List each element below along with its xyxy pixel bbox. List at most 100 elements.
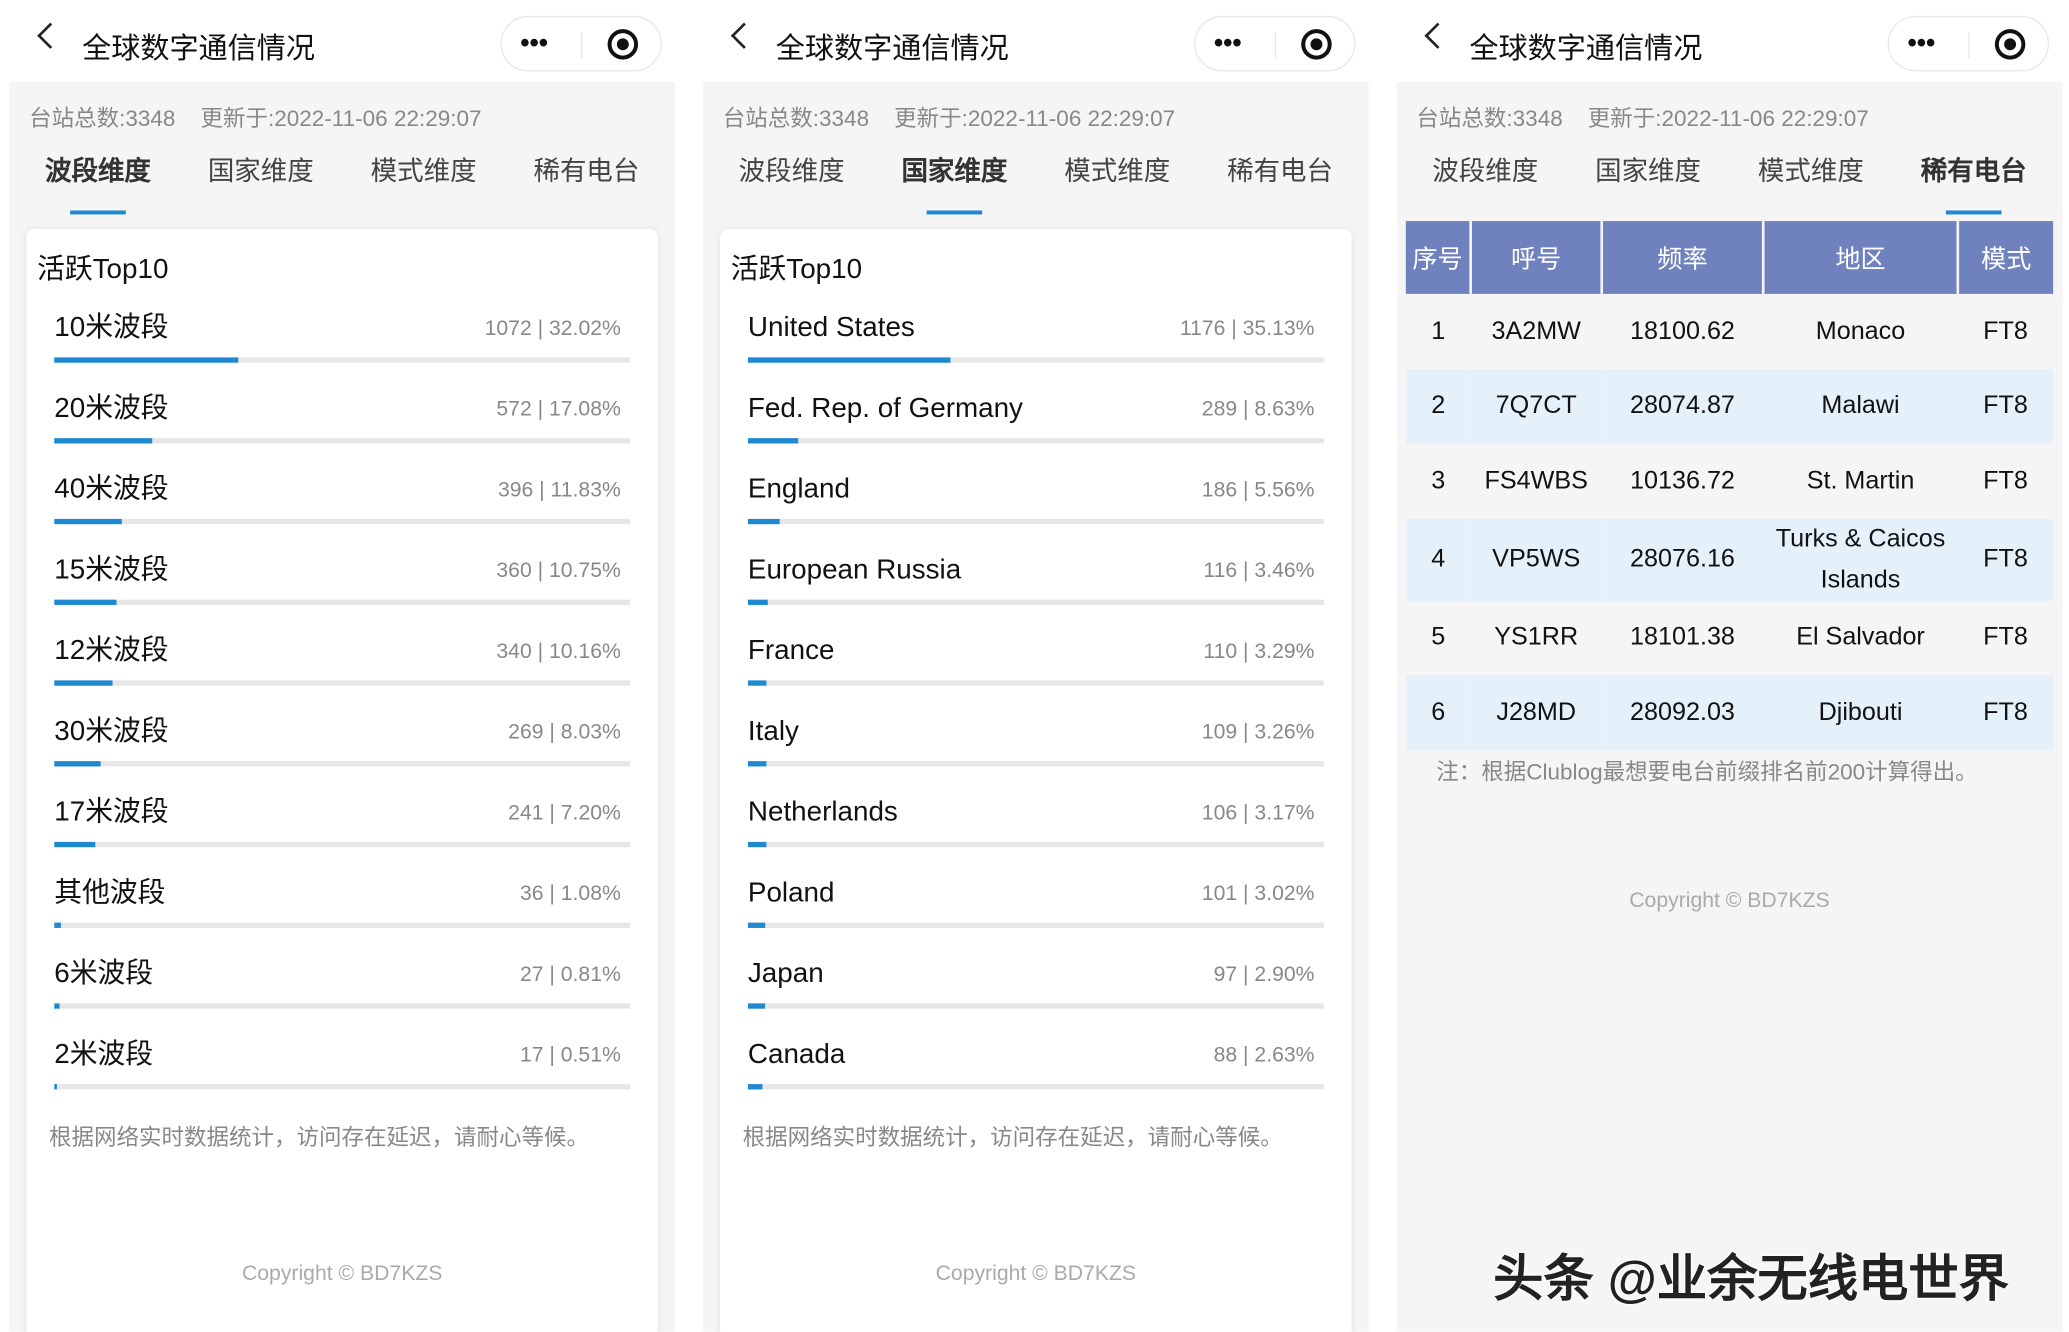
item-value: 27 | 0.81% — [519, 963, 621, 987]
tab-1[interactable]: 国家维度 — [207, 157, 314, 187]
progress-fill — [54, 1084, 58, 1090]
table-row[interactable]: 3 FS4WBS 10136.72 St. Martin FT8 — [1406, 443, 2053, 518]
more-dots-icon[interactable]: ••• — [520, 29, 549, 59]
tab-3[interactable]: 稀有电台 — [533, 157, 640, 187]
page-title: 全球数字通信情况 — [82, 31, 316, 65]
table-row[interactable]: 1 3A2MW 18100.62 Monaco FT8 — [1406, 294, 2053, 369]
table-row[interactable]: 6 J28MD 28092.03 Djibouti FT8 — [1405, 675, 2054, 750]
tab-2[interactable]: 模式维度 — [1064, 157, 1171, 187]
item-label: Fed. Rep. of Germany — [747, 393, 1023, 424]
tab-0[interactable]: 波段维度 — [1432, 157, 1539, 187]
progress-bar — [54, 841, 631, 848]
tab-1[interactable]: 国家维度 — [1595, 157, 1702, 187]
table-cell: St. Martin — [1806, 466, 1915, 495]
tab-2[interactable]: 模式维度 — [370, 157, 477, 187]
list-item[interactable]: France 110 | 3.29% — [747, 634, 1324, 700]
tab-3[interactable]: 稀有电台 — [1901, 155, 2047, 215]
list-item[interactable]: Fed. Rep. of Germany 289 | 8.63% — [747, 392, 1324, 458]
tab-0[interactable]: 波段维度 — [738, 157, 845, 187]
copyright: Copyright © BD7KZS — [241, 1262, 443, 1286]
list-item[interactable]: 10米波段 1072 | 32.02% — [54, 311, 631, 377]
table-cell: 18100.62 — [1630, 317, 1735, 346]
item-label: 10米波段 — [54, 312, 169, 343]
progress-bar — [747, 841, 1324, 848]
table-cell: 28092.03 — [1601, 675, 1764, 750]
progress-fill — [54, 680, 113, 686]
card-title: 活跃Top10 — [37, 254, 169, 285]
progress-fill — [747, 841, 767, 848]
item-value: 116 | 3.46% — [1203, 559, 1315, 583]
back-chevron-icon[interactable] — [1424, 22, 1451, 49]
target-icon[interactable] — [1994, 29, 2026, 60]
list-item[interactable]: United States 1176 | 35.13% — [747, 311, 1324, 377]
table-cell: 7Q7CT — [1470, 368, 1602, 444]
table-cell: 6 — [1405, 675, 1471, 750]
list-item[interactable]: European Russia 116 | 3.46% — [747, 553, 1324, 619]
tab-bar: 波段维度 国家维度 模式维度 稀有电台 — [1397, 155, 2063, 219]
table-cell: FT8 — [1957, 368, 2054, 444]
progress-fill — [747, 1003, 765, 1009]
more-dots-icon[interactable]: ••• — [1213, 29, 1242, 59]
content-area: 台站总数:3348 更新于:2022-11-06 22:29:07 波段维度 国家… — [9, 82, 676, 1332]
list-item[interactable]: 15米波段 360 | 10.75% — [54, 553, 631, 619]
item-value: 106 | 3.17% — [1201, 802, 1315, 825]
item-label: 其他波段 — [54, 877, 166, 909]
list-item[interactable]: 40米波段 396 | 11.83% — [54, 473, 631, 539]
list-item[interactable]: Poland 101 | 3.02% — [747, 876, 1324, 942]
list-item[interactable]: 其他波段 36 | 1.08% — [54, 876, 631, 942]
item-value: 241 | 7.20% — [508, 802, 621, 825]
tab-0[interactable]: 波段维度 — [25, 155, 171, 215]
progress-fill — [54, 761, 101, 767]
list-item[interactable]: 20米波段 572 | 17.08% — [54, 392, 631, 458]
tab-3[interactable]: 稀有电台 — [1227, 157, 1334, 187]
list-item[interactable]: Netherlands 106 | 3.17% — [747, 796, 1324, 862]
card-title: 活跃Top10 — [730, 254, 863, 285]
list-item[interactable]: Canada 88 | 2.63% — [747, 1038, 1324, 1104]
tab-2[interactable]: 模式维度 — [1757, 157, 1864, 187]
table-cell: El Salvador — [1796, 623, 1925, 652]
info-line: 台站总数:3348 更新于:2022-11-06 22:29:07 — [723, 106, 1175, 132]
list-item[interactable]: 17米波段 241 | 7.20% — [54, 796, 631, 862]
list-item[interactable]: England 186 | 5.56% — [747, 473, 1324, 539]
list-item[interactable]: 30米波段 269 | 8.03% — [54, 715, 631, 781]
list-item[interactable]: 12米波段 340 | 10.16% — [54, 634, 631, 700]
list-item[interactable]: 2米波段 17 | 0.51% — [54, 1038, 631, 1104]
updated-time: 更新于:2022-11-06 22:29:07 — [894, 105, 1176, 132]
table-cell: 1 — [1431, 317, 1446, 346]
table-cell: FT8 — [1983, 317, 2028, 346]
item-value: 289 | 8.63% — [1201, 398, 1315, 421]
item-label: Japan — [747, 958, 824, 989]
target-icon[interactable] — [1301, 29, 1332, 60]
item-value: 101 | 3.02% — [1201, 882, 1315, 906]
list-item[interactable]: Japan 97 | 2.90% — [747, 957, 1324, 1023]
tab-1[interactable]: 国家维度 — [882, 155, 1028, 215]
divider — [1968, 31, 1970, 59]
table-row[interactable]: 2 7Q7CT 28074.87 Malawi FT8 — [1405, 368, 2054, 444]
progress-bar — [54, 1084, 631, 1090]
table-row[interactable]: 5 YS1RR 18101.38 El Salvador FT8 — [1406, 600, 2053, 675]
table-cell: 3 — [1431, 466, 1446, 495]
back-chevron-icon[interactable] — [730, 22, 758, 49]
mini-program-capsule: ••• — [500, 15, 662, 72]
item-label: Italy — [747, 716, 799, 747]
table-cell: FT8 — [1983, 466, 2028, 495]
table-cell: 28074.87 — [1601, 368, 1764, 444]
item-label: France — [747, 635, 835, 666]
item-label: United States — [747, 312, 915, 343]
progress-bar — [747, 357, 1324, 363]
target-icon[interactable] — [607, 29, 639, 60]
back-chevron-icon[interactable] — [37, 22, 64, 49]
progress-fill — [747, 518, 780, 525]
top10-card: 活跃Top10 United States 1176 | 35.13% Fed.… — [720, 229, 1352, 1332]
list-item[interactable]: Italy 109 | 3.26% — [747, 715, 1324, 781]
column-header: 序号 — [1405, 221, 1471, 294]
item-value: 1176 | 35.13% — [1179, 317, 1315, 341]
progress-fill — [54, 357, 239, 363]
table-cell: 5 — [1431, 623, 1446, 652]
more-dots-icon[interactable]: ••• — [1907, 29, 1936, 59]
table-cell: Malawi — [1763, 368, 1958, 444]
info-line: 台站总数:3348 更新于:2022-11-06 22:29:07 — [1416, 106, 1868, 132]
progress-bar — [54, 599, 631, 605]
list-item[interactable]: 6米波段 27 | 0.81% — [54, 957, 631, 1023]
table-row[interactable]: 4 VP5WS 28076.16 Turks & Caicos Islands FT8 — [1405, 518, 2054, 601]
